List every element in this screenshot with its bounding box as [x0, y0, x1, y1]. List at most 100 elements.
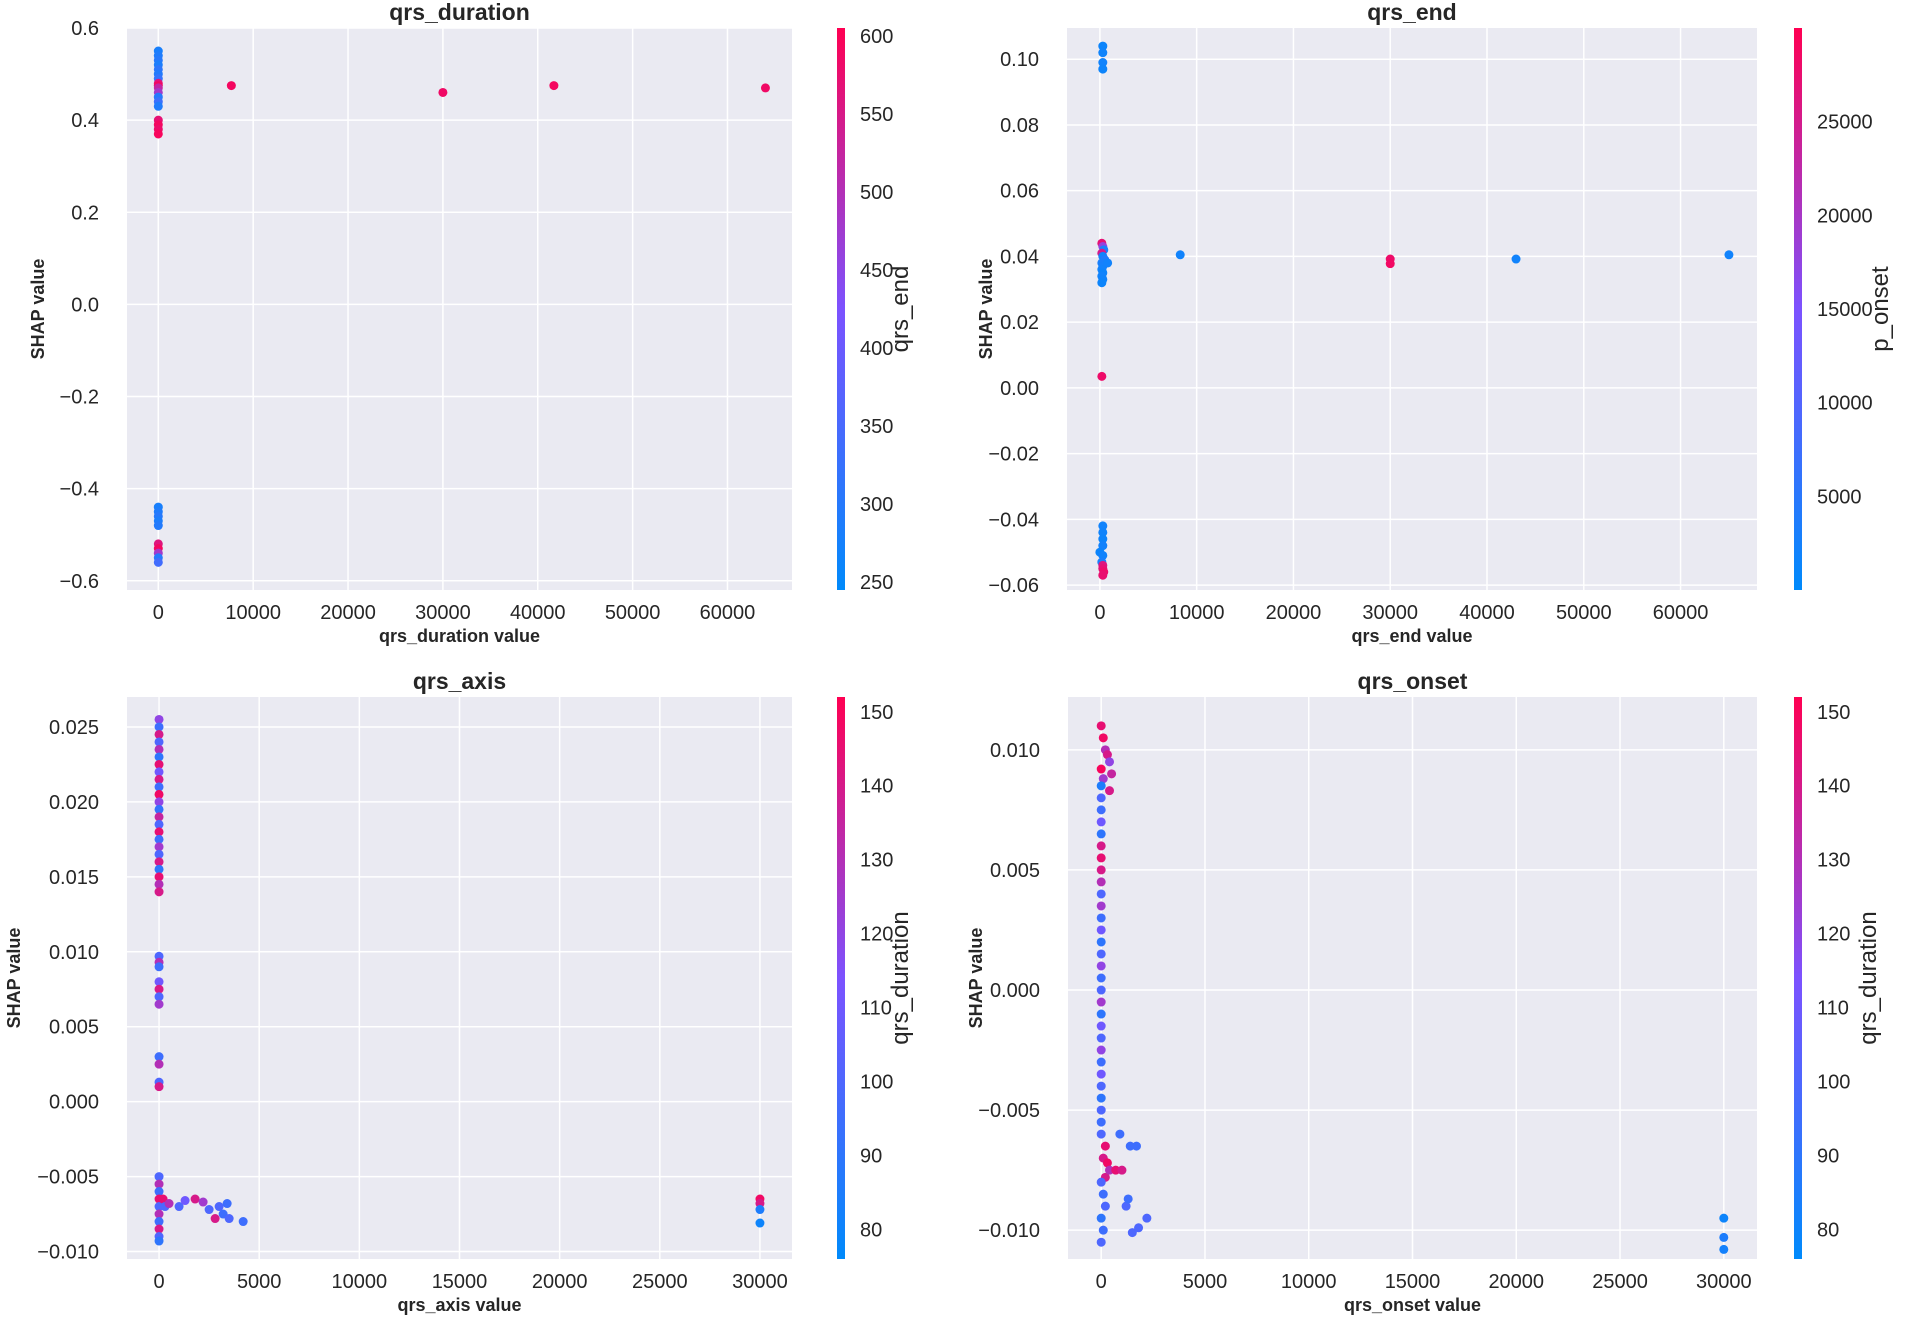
data-point	[1102, 750, 1112, 760]
data-point	[154, 887, 164, 897]
x-tick-label: 30000	[415, 602, 471, 624]
colorbar-tick-label: 5000	[1817, 486, 1862, 508]
colorbar	[837, 28, 845, 590]
data-point	[1096, 997, 1106, 1007]
data-point	[1096, 913, 1106, 923]
data-point	[204, 1205, 214, 1215]
data-point	[1096, 1177, 1106, 1187]
data-point	[1096, 1237, 1106, 1247]
data-point	[1098, 570, 1108, 580]
colorbar-tick-label: 600	[860, 26, 893, 48]
plot-area	[1067, 28, 1757, 590]
data-point	[1096, 841, 1106, 851]
data-point	[1107, 769, 1117, 779]
x-axis-label: qrs_duration value	[379, 626, 540, 646]
data-point	[1098, 64, 1108, 74]
chart-title: qrs_end	[1367, 0, 1456, 25]
colorbar-tick-label: 150	[1817, 702, 1850, 724]
y-axis-label: SHAP value	[966, 928, 986, 1029]
data-point	[154, 1059, 164, 1069]
data-point	[154, 842, 164, 852]
x-tick-label: 20000	[1266, 602, 1322, 624]
x-tick-label: 50000	[1556, 602, 1612, 624]
data-point	[438, 87, 448, 97]
data-point	[164, 1199, 174, 1209]
data-point	[210, 1214, 220, 1224]
data-point	[1096, 1021, 1106, 1031]
y-axis-label: SHAP value	[4, 928, 24, 1029]
colorbar-tick-label: 100	[1817, 1072, 1850, 1094]
data-point	[1098, 41, 1108, 51]
x-tick-label: 10000	[225, 602, 281, 624]
data-point	[154, 789, 164, 799]
data-point	[1719, 1213, 1729, 1223]
data-point	[190, 1194, 200, 1204]
data-point	[1123, 1194, 1133, 1204]
x-tick-label: 60000	[700, 602, 756, 624]
colorbar-label: qrs_duration	[1855, 911, 1882, 1044]
x-tick-label: 30000	[1696, 1271, 1752, 1293]
data-point	[222, 1199, 232, 1209]
colorbar-tick-label: 110	[1817, 998, 1849, 1020]
data-point	[1096, 1081, 1106, 1091]
data-point	[1102, 1158, 1112, 1168]
data-point	[154, 804, 164, 814]
y-tick-label: 0.015	[49, 867, 99, 889]
colorbar-tick-label: 10000	[1817, 393, 1873, 415]
data-point	[154, 1052, 164, 1062]
y-tick-label: 0.00	[1000, 378, 1039, 400]
colorbar-tick-label: 300	[860, 494, 893, 516]
data-point	[1096, 877, 1106, 887]
data-point	[154, 729, 164, 739]
data-point	[1096, 901, 1106, 911]
x-tick-label: 0	[153, 602, 164, 624]
data-point	[1096, 1033, 1106, 1043]
data-point	[1105, 1165, 1115, 1175]
data-point	[1096, 793, 1106, 803]
data-point	[154, 819, 164, 829]
data-point	[153, 129, 163, 139]
y-tick-label: 0.2	[71, 202, 99, 224]
data-point	[1096, 817, 1106, 827]
data-point	[760, 83, 770, 93]
y-tick-label: −0.4	[60, 479, 99, 501]
data-point	[214, 1202, 224, 1212]
y-axis-label: SHAP value	[28, 259, 48, 360]
data-point	[180, 1196, 190, 1206]
colorbar-tick-label: 140	[1817, 776, 1850, 798]
data-point	[154, 774, 164, 784]
y-tick-label: −0.005	[37, 1167, 99, 1189]
colorbar-tick-label: 130	[860, 850, 893, 872]
x-tick-label: 20000	[1488, 1271, 1544, 1293]
y-tick-label: 0.000	[49, 1092, 99, 1114]
data-point	[1117, 1165, 1127, 1175]
data-point	[154, 737, 164, 747]
data-point	[1096, 853, 1106, 863]
data-point	[1096, 721, 1106, 731]
y-tick-label: −0.04	[988, 509, 1039, 531]
data-point	[154, 1187, 164, 1197]
colorbar-tick-label: 120	[860, 924, 893, 946]
data-point	[755, 1218, 765, 1228]
data-point	[1096, 1045, 1106, 1055]
data-point	[1385, 259, 1395, 269]
y-tick-label: −0.6	[60, 571, 99, 593]
panel-qrs-duration: 0 10000 20000 30000 40000 50000 60000 −0.6 −0.4 −…	[28, 0, 914, 646]
x-tick-label: 40000	[510, 602, 566, 624]
y-tick-label: 0.000	[990, 980, 1040, 1002]
x-tick-label: 25000	[632, 1271, 688, 1293]
data-point	[224, 1214, 234, 1224]
x-tick-label: 10000	[1281, 1271, 1337, 1293]
data-point	[154, 984, 164, 994]
data-point	[1105, 786, 1115, 796]
chart-title: qrs_onset	[1358, 668, 1468, 694]
data-point	[1511, 254, 1521, 264]
data-point	[1103, 258, 1113, 268]
panel-qrs-end: 0 10000 20000 30000 40000 50000 60000 −0.06 −0.0…	[976, 0, 1894, 646]
data-point	[154, 1209, 164, 1219]
data-point	[154, 1179, 164, 1189]
y-tick-label: 0.10	[1000, 49, 1039, 71]
data-point	[154, 744, 164, 754]
data-point	[1105, 757, 1115, 767]
data-point	[154, 872, 164, 882]
